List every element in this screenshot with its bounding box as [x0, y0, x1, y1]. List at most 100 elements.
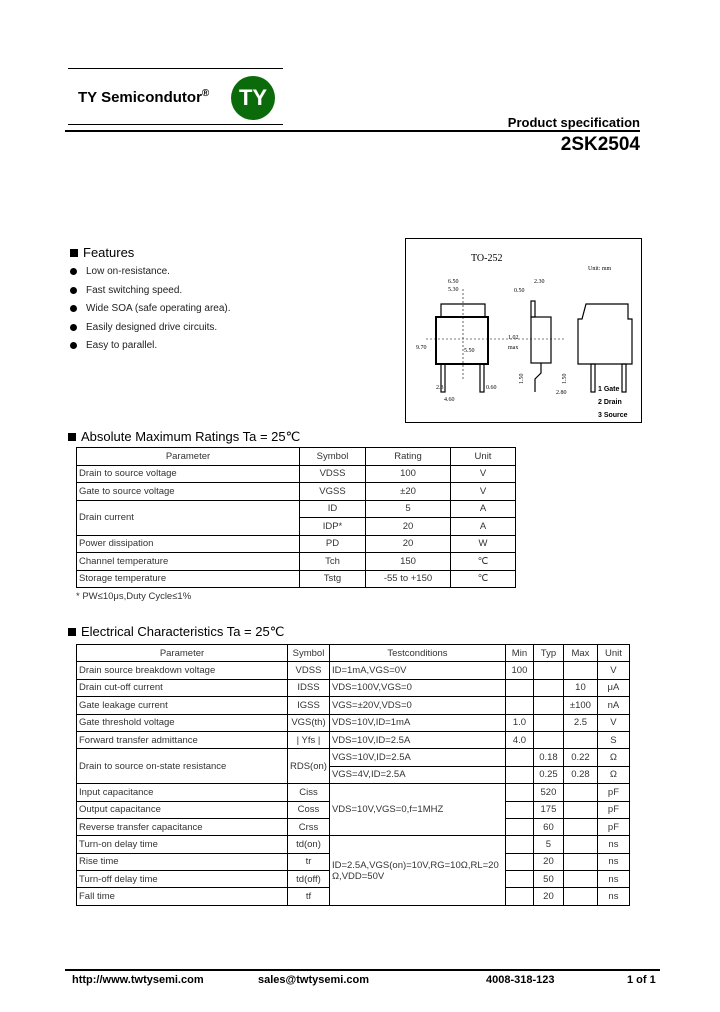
- header-cell: Unit: [596, 643, 630, 663]
- cell: 2.5: [562, 713, 598, 732]
- cell: 5: [532, 835, 564, 854]
- cell: 0.18: [532, 748, 564, 767]
- cell: Drain source breakdown voltage: [76, 661, 288, 680]
- table-row: Input capacitance Ciss VDS=10V,VGS=0,f=1MH…: [76, 783, 630, 837]
- part-number: 2SK2504: [560, 134, 640, 155]
- cell: VDS=10V,ID=1mA: [328, 713, 506, 732]
- cell: 175: [532, 800, 564, 819]
- cell: [562, 783, 598, 802]
- elec-heading: Electrical Characteristics Ta = 25℃: [68, 624, 284, 640]
- footer-email[interactable]: sales@twtysemi.com: [258, 974, 369, 986]
- dim-label: 9.70: [416, 345, 427, 351]
- cell: V: [596, 713, 630, 732]
- cell: Channel temperature: [76, 552, 300, 571]
- table-row: Reverse transfer capacitance Crss 60 pF: [76, 817, 630, 837]
- table-row: Channel temperature Tch 150 ℃: [76, 552, 516, 571]
- cell: Gate leakage current: [76, 696, 288, 715]
- cell: 100: [504, 661, 534, 680]
- cell: VGS(th): [287, 713, 330, 732]
- table-row: Drain source breakdown voltage VDSS ID=1mA…: [76, 661, 630, 680]
- cell: 10: [562, 678, 598, 698]
- cell: RDS(on): [287, 748, 330, 785]
- cell: Rise time: [76, 852, 288, 872]
- cell: 20: [365, 534, 451, 553]
- cell: 1.0: [504, 713, 534, 732]
- cell: [504, 817, 534, 837]
- cell: V: [596, 661, 630, 680]
- table-row: Turn-on delay time td(on) ID=2.5A,VGS(on)=…: [76, 835, 630, 906]
- dim-label: 2.30: [534, 279, 545, 285]
- header-cell: Unit: [450, 447, 516, 466]
- feature-text: Easily designed drive circuits.: [86, 322, 218, 333]
- cell: Fall time: [76, 887, 288, 906]
- cell: ns: [596, 870, 630, 889]
- dim-label: 2.3: [436, 385, 444, 391]
- cell: Drain to source voltage: [76, 464, 300, 483]
- bullet-icon: [70, 341, 77, 349]
- cell: [504, 678, 534, 698]
- header-cell: Typ: [532, 643, 564, 663]
- cell: VGS=10V,ID=2.5A: [328, 748, 506, 767]
- dim-label: 4.60: [444, 397, 455, 403]
- cell: Coss: [287, 800, 330, 819]
- dim-label: 0.50: [514, 288, 525, 294]
- dim-label: max: [508, 345, 518, 351]
- cell: Ω: [596, 765, 630, 785]
- cell: [532, 730, 564, 750]
- cell: VDS=10V,ID=2.5A: [328, 730, 506, 750]
- cell: [562, 817, 598, 837]
- footer-rule: [65, 969, 660, 971]
- package-name: TO-252: [471, 253, 502, 264]
- table-row: Output capacitance Coss 175 pF: [76, 800, 630, 819]
- cell: 520: [532, 783, 564, 802]
- dim-label: 6.50: [448, 279, 459, 285]
- feature-text: Easy to parallel.: [86, 340, 158, 351]
- cell: [504, 870, 534, 889]
- cell: Turn-off delay time: [76, 870, 288, 889]
- cell: 4.0: [504, 730, 534, 750]
- table-row: Power dissipation PD 20 W: [76, 534, 516, 553]
- unit-label: Unit: mm: [588, 266, 612, 272]
- bullet-square-icon: [68, 628, 76, 636]
- abs-max-title: Absolute Maximum Ratings Ta = 25℃: [81, 429, 301, 444]
- cell: Storage temperature: [76, 569, 300, 588]
- cell: Tstg: [299, 569, 366, 588]
- cell: Reverse transfer capacitance: [76, 817, 288, 837]
- feature-text: Low on-resistance.: [86, 266, 170, 277]
- cell: ℃: [450, 552, 516, 571]
- header-rule-mid: [68, 124, 283, 125]
- bullet-icon: [70, 286, 77, 294]
- cell: 20: [532, 852, 564, 872]
- features-heading: Features: [70, 245, 134, 260]
- cell: VDSS: [287, 661, 330, 680]
- header-cell: Max: [562, 643, 598, 663]
- header-cell: Parameter: [76, 447, 300, 466]
- header-cell: Testconditions: [328, 643, 506, 663]
- cell: Output capacitance: [76, 800, 288, 819]
- feature-item: Low on-resistance.: [70, 266, 170, 277]
- cell: [532, 678, 564, 698]
- dim-label: 1.50: [562, 374, 568, 385]
- table-row: Gate threshold voltage VGS(th) VDS=10V,ID=…: [76, 713, 630, 732]
- cell: 0.28: [562, 765, 598, 785]
- cell: V: [450, 482, 516, 501]
- dim-label: 5.30: [448, 287, 459, 293]
- cell: ℃: [450, 569, 516, 588]
- cell: [504, 887, 534, 906]
- cell: nA: [596, 696, 630, 715]
- footer-url[interactable]: http://www.twtysemi.com: [72, 974, 204, 986]
- abs-max-table: Parameter Symbol Rating Unit Drain to sourc…: [76, 447, 516, 588]
- cell: VGS=±20V,VDS=0: [328, 696, 506, 715]
- cell: [532, 713, 564, 732]
- cell: ID=1mA,VGS=0V: [328, 661, 506, 680]
- feature-text: Fast switching speed.: [86, 285, 183, 296]
- cell: Input capacitance: [76, 783, 288, 802]
- cell: Drain to source on-state resistance: [76, 748, 288, 785]
- bullet-icon: [70, 304, 77, 312]
- cell: A: [450, 517, 516, 536]
- to252-outline-drawing: TO-252 Unit: mm 6.50 5.30 2.30 0.50 9.70…: [416, 253, 633, 419]
- header-cell: Parameter: [76, 643, 288, 663]
- cell: IGSS: [287, 696, 330, 715]
- cell: pF: [596, 800, 630, 819]
